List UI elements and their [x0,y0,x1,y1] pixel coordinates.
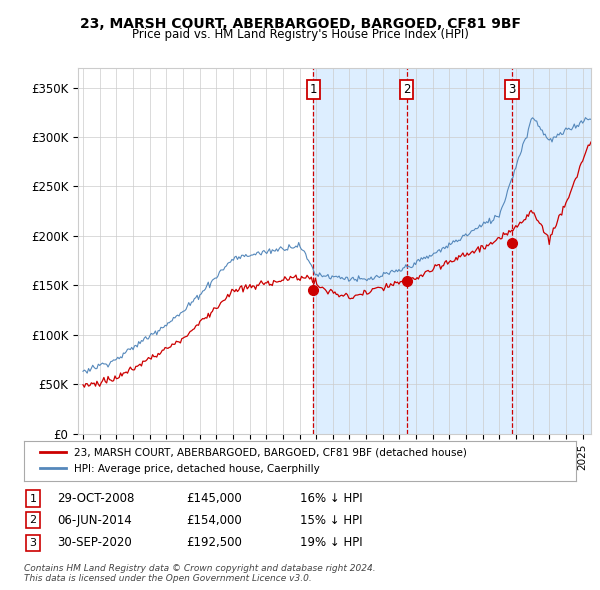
Text: Price paid vs. HM Land Registry's House Price Index (HPI): Price paid vs. HM Land Registry's House … [131,28,469,41]
Bar [313,68,591,434]
Text: 1: 1 [310,83,317,96]
Text: 23, MARSH COURT, ABERBARGOED, BARGOED, CF81 9BF: 23, MARSH COURT, ABERBARGOED, BARGOED, C… [79,17,521,31]
Text: 19% ↓ HPI: 19% ↓ HPI [300,536,362,549]
Text: 16% ↓ HPI: 16% ↓ HPI [300,492,362,505]
Text: 30-SEP-2020: 30-SEP-2020 [57,536,132,549]
Text: Contains HM Land Registry data © Crown copyright and database right 2024.
This d: Contains HM Land Registry data © Crown c… [24,563,376,583]
Text: £192,500: £192,500 [186,536,242,549]
Text: £154,000: £154,000 [186,514,242,527]
Text: 2: 2 [403,83,410,96]
Text: 3: 3 [29,538,37,548]
Legend: 23, MARSH COURT, ABERBARGOED, BARGOED, CF81 9BF (detached house), HPI: Average p: 23, MARSH COURT, ABERBARGOED, BARGOED, C… [35,442,472,479]
Text: 29-OCT-2008: 29-OCT-2008 [57,492,134,505]
Text: 1: 1 [29,494,37,503]
Text: 15% ↓ HPI: 15% ↓ HPI [300,514,362,527]
Text: £145,000: £145,000 [186,492,242,505]
Text: 3: 3 [508,83,515,96]
Text: 06-JUN-2014: 06-JUN-2014 [57,514,132,527]
Text: 2: 2 [29,516,37,525]
